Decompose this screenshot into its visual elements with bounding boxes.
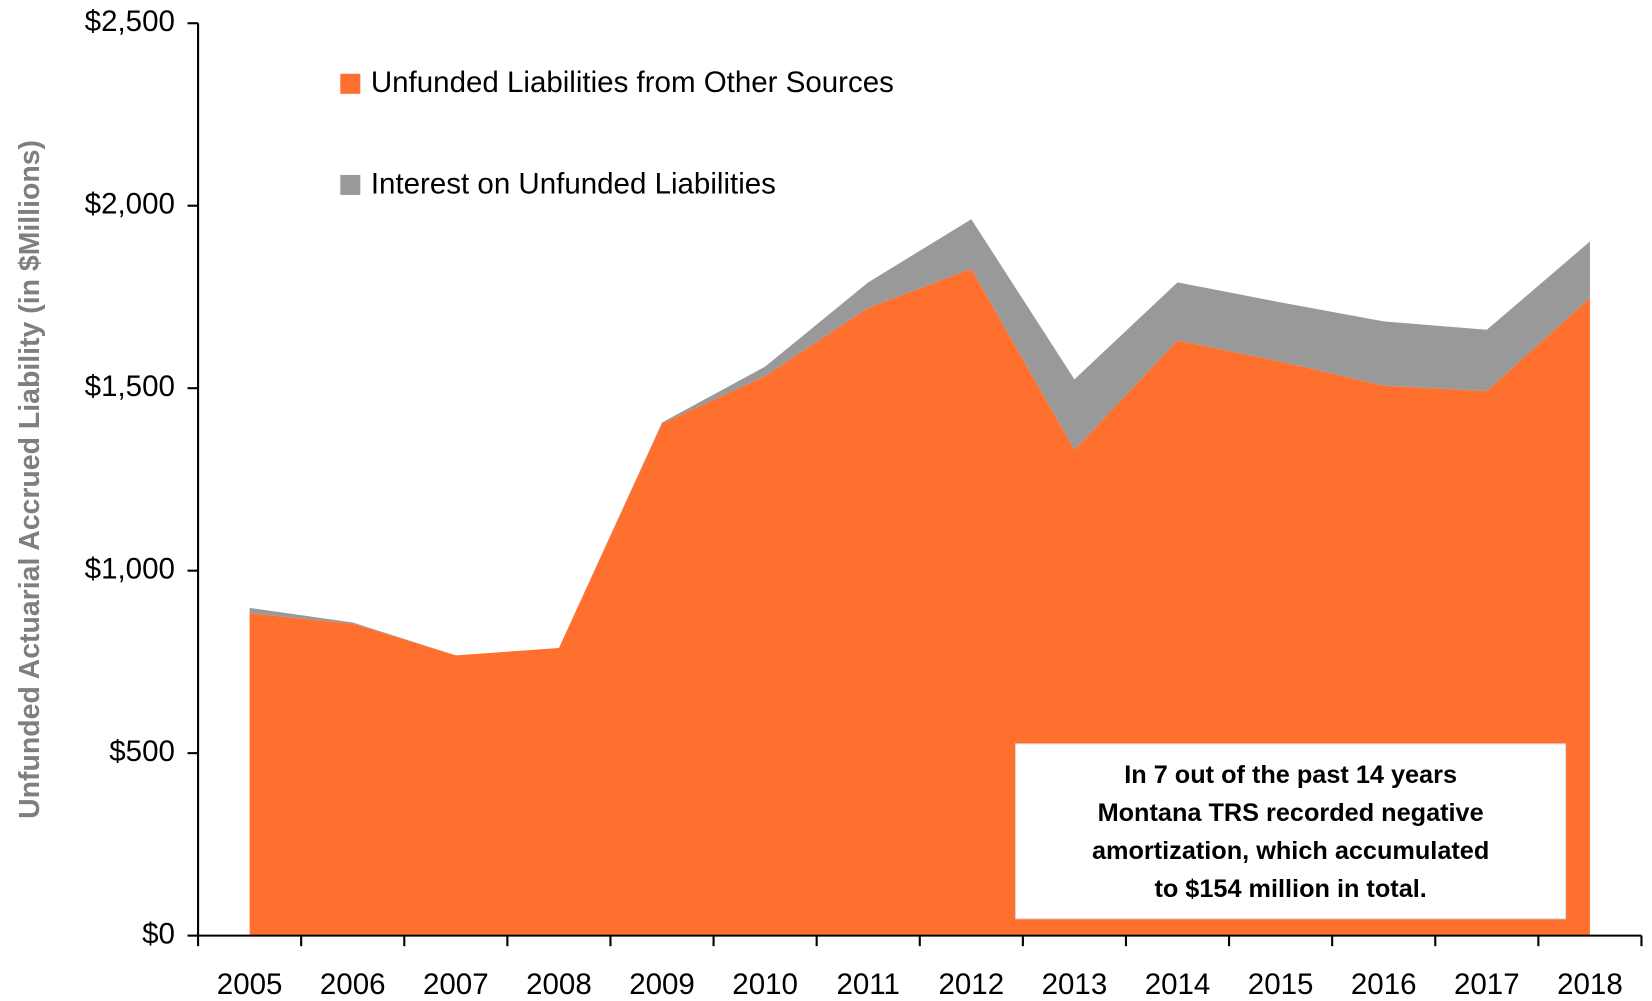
legend-swatch	[340, 174, 361, 195]
annotation-line: amortization, which accumulated	[1092, 837, 1489, 865]
y-tick-label: $1,500	[85, 370, 175, 403]
x-tick-label: 2016	[1351, 968, 1417, 1001]
x-tick-label: 2006	[320, 968, 386, 1001]
y-tick-label: $500	[109, 735, 175, 768]
y-axis-label: Unfunded Actuarial Accrued Liability (in…	[14, 140, 46, 819]
legend-swatch	[340, 73, 361, 94]
x-tick-label: 2014	[1145, 968, 1211, 1001]
annotation-line: to $154 million in total.	[1154, 875, 1426, 903]
x-tick-label: 2011	[836, 968, 899, 1001]
x-tick-label: 2017	[1454, 968, 1520, 1001]
x-tick-label: 2013	[1042, 968, 1108, 1001]
x-tick-label: 2010	[732, 968, 798, 1001]
annotation-box	[1015, 743, 1567, 920]
legend-label: Unfunded Liabilities from Other Sources	[371, 66, 894, 99]
x-tick-label: 2018	[1557, 968, 1623, 1001]
x-tick-label: 2009	[629, 968, 695, 1001]
y-tick-label: $1,000	[85, 552, 175, 585]
x-tick-label: 2008	[526, 968, 592, 1001]
y-tick-label: $2,500	[85, 5, 175, 38]
y-tick-label: $2,000	[85, 188, 175, 221]
x-tick-label: 2015	[1248, 968, 1314, 1001]
annotation-line: In 7 out of the past 14 years	[1124, 761, 1457, 789]
x-tick-label: 2007	[423, 968, 489, 1001]
legend-label: Interest on Unfunded Liabilities	[371, 167, 776, 200]
area	[249, 219, 1590, 656]
x-tick-label: 2012	[938, 968, 1004, 1001]
annotation-line: Montana TRS recorded negative	[1098, 799, 1484, 827]
y-tick-label: $0	[142, 917, 175, 950]
x-tick-label: 2005	[217, 968, 283, 1001]
